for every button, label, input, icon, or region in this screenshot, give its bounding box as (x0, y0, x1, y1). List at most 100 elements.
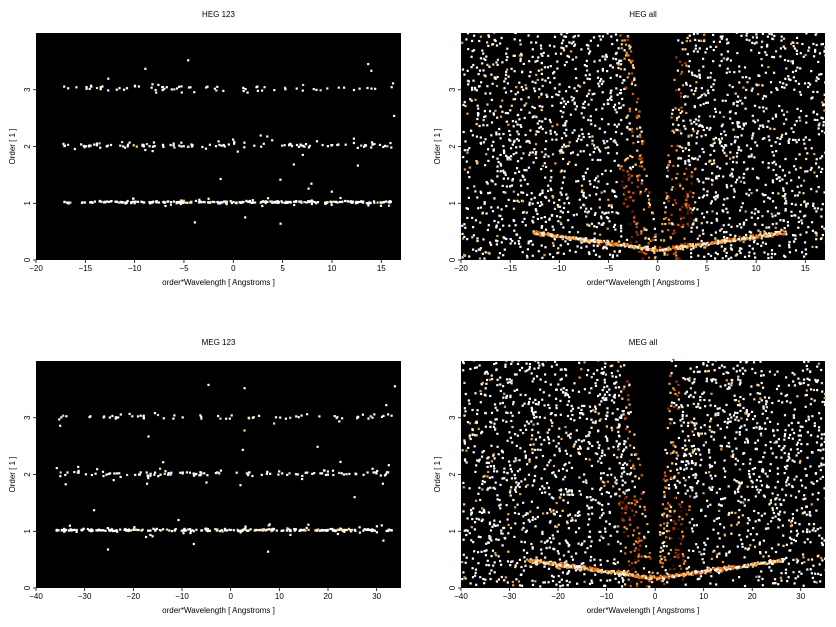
data-point (609, 579, 612, 582)
data-point (788, 171, 791, 174)
data-point (496, 175, 499, 178)
data-point (534, 133, 537, 136)
data-point (603, 142, 606, 145)
data-point (530, 41, 533, 44)
data-point (254, 529, 257, 532)
data-point (475, 249, 478, 253)
data-point (574, 440, 578, 443)
data-point (564, 394, 567, 397)
data-point (115, 472, 118, 475)
data-point (495, 580, 498, 583)
data-point (556, 550, 559, 553)
data-point (483, 202, 486, 205)
data-point (791, 513, 794, 516)
data-point (678, 129, 682, 132)
data-point (735, 370, 738, 373)
data-point (763, 235, 766, 238)
data-point (733, 394, 736, 397)
data-point (615, 87, 618, 90)
data-point (684, 204, 688, 207)
data-point (716, 194, 719, 197)
data-point (172, 200, 176, 203)
data-point (463, 235, 466, 238)
data-point (528, 203, 531, 206)
data-point (743, 504, 746, 507)
data-point (562, 49, 566, 52)
data-point (538, 232, 541, 235)
data-point (490, 144, 493, 147)
data-point (584, 210, 587, 213)
data-point (682, 177, 685, 180)
data-point (686, 212, 689, 215)
data-point (274, 416, 278, 419)
data-point (511, 425, 514, 429)
data-point (804, 170, 807, 173)
y-tick-label: 3 (23, 87, 32, 92)
data-point (722, 115, 725, 118)
data-point (633, 215, 636, 218)
data-point (753, 42, 756, 45)
data-point (804, 147, 807, 150)
data-point (475, 123, 478, 126)
data-point (813, 424, 816, 428)
data-point (526, 484, 529, 487)
data-point (331, 144, 334, 147)
data-point (823, 93, 826, 96)
data-point (740, 149, 743, 152)
data-point (462, 538, 465, 541)
data-point (607, 502, 610, 506)
data-point (121, 141, 124, 144)
data-point (724, 497, 727, 500)
data-point (575, 77, 578, 80)
data-point (674, 107, 677, 110)
data-point (134, 528, 137, 531)
data-point (605, 55, 608, 58)
data-point (556, 530, 559, 533)
data-point (609, 169, 612, 173)
data-point (694, 427, 697, 430)
data-point (356, 417, 359, 420)
data-point (622, 79, 625, 82)
data-point (543, 162, 546, 165)
data-point (746, 144, 749, 147)
data-point (730, 256, 733, 259)
data-point (579, 239, 582, 242)
data-point (365, 202, 368, 205)
data-point (672, 245, 675, 248)
data-point (679, 225, 682, 228)
data-point (152, 527, 155, 530)
data-point (619, 224, 623, 227)
data-point (688, 217, 691, 220)
data-point (319, 89, 322, 92)
data-point (718, 111, 722, 114)
data-point (468, 255, 471, 258)
data-point (487, 224, 490, 227)
data-point (751, 36, 755, 39)
data-point (683, 484, 687, 487)
data-point (487, 456, 490, 459)
data-point (687, 141, 690, 144)
data-point (603, 245, 606, 248)
data-point (680, 70, 684, 73)
data-point (509, 242, 512, 245)
data-point (230, 201, 233, 205)
data-point (817, 124, 820, 127)
data-point (551, 534, 554, 537)
data-point (474, 98, 477, 101)
data-point (784, 208, 787, 211)
data-point (629, 45, 632, 48)
data-point (358, 200, 361, 204)
data-point (492, 425, 495, 428)
data-point (285, 529, 288, 532)
data-point (798, 90, 802, 94)
data-point (208, 143, 211, 146)
data-point (649, 239, 652, 242)
data-point (543, 216, 546, 219)
data-point (753, 236, 756, 239)
data-point (541, 203, 544, 206)
data-point (712, 49, 715, 52)
data-point (638, 110, 641, 113)
data-point (534, 143, 538, 146)
data-point (640, 165, 644, 168)
data-point (814, 572, 817, 575)
